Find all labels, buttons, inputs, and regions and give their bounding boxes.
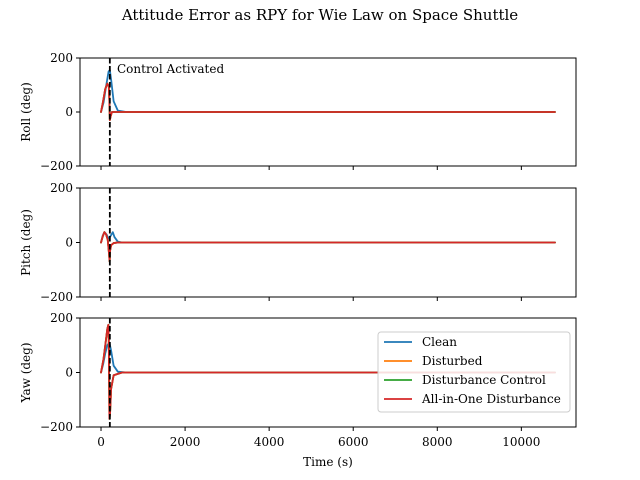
y-tick-label: −200 — [40, 420, 73, 434]
legend-entry-label: All-in-One Disturbance — [421, 392, 561, 406]
y-tick-label: −200 — [40, 159, 73, 173]
x-tick-label: 2000 — [170, 435, 201, 449]
y-tick-label: −200 — [40, 290, 73, 304]
legend-box — [377, 331, 571, 413]
y-axis-label-0: Roll (deg) — [19, 82, 33, 142]
series-group-0 — [100, 69, 556, 121]
x-tick-label: 10000 — [502, 435, 540, 449]
x-axis-label: Time (s) — [303, 455, 353, 469]
y-tick-label: 0 — [65, 105, 73, 119]
legend-entry-label: Disturbed — [422, 354, 483, 368]
y-tick-label: 200 — [50, 311, 73, 325]
y-axis-label-1: Pitch (deg) — [19, 209, 33, 276]
y-axis-label-2: Yaw (deg) — [19, 342, 33, 403]
chart-title: Attitude Error as RPY for Wie Law on Spa… — [121, 6, 518, 24]
x-tick-label: 8000 — [422, 435, 453, 449]
y-tick-label: 200 — [50, 51, 73, 65]
subplot-1: −200 0 200 Pitch (deg) — [19, 181, 577, 304]
subplot-0: −200 0 200 Roll (deg) Control Activated — [19, 51, 577, 173]
y-tick-label: 0 — [65, 366, 73, 380]
x-tick-label: 6000 — [338, 435, 369, 449]
x-tick-label: 4000 — [254, 435, 285, 449]
series-line-all-in-one-disturbance — [100, 82, 556, 121]
legend-entry-label: Disturbance Control — [422, 373, 546, 387]
subplots-group: −200 0 200 Roll (deg) Control Activated −200 0… — [19, 51, 577, 449]
legend: Clean Disturbed Disturbance Control All-in-… — [377, 331, 571, 413]
x-tick-label: 0 — [97, 435, 105, 449]
control-activated-annotation: Control Activated — [117, 62, 224, 76]
legend-entry-label: Clean — [422, 335, 457, 349]
y-tick-label: 200 — [50, 181, 73, 195]
y-tick-label: 0 — [65, 236, 73, 250]
